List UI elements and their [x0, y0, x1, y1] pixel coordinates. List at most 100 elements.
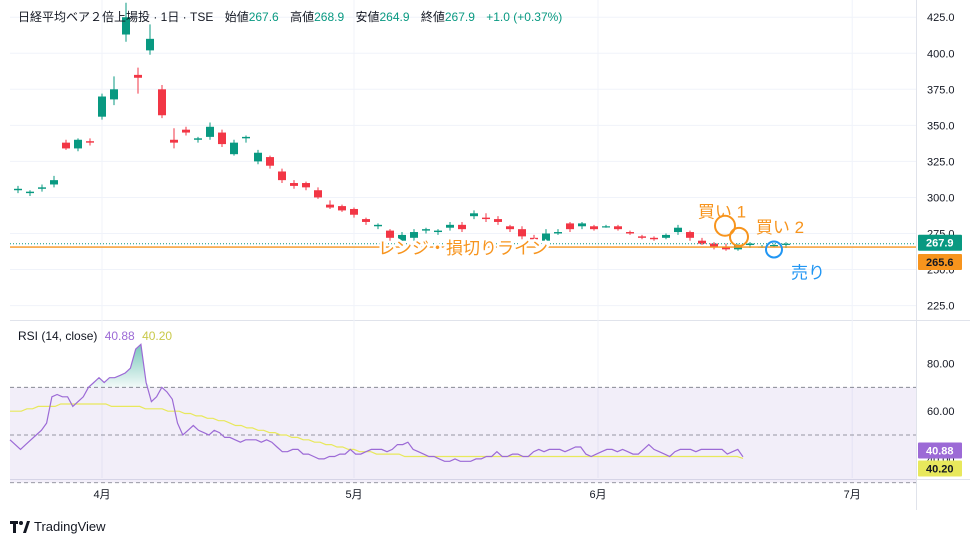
rsi-ma-value-badge-bg [918, 460, 962, 477]
rsi-overbought-fill [88, 344, 152, 388]
candle-body [218, 132, 226, 145]
candle-body [770, 245, 778, 247]
candle [38, 184, 46, 192]
candle [638, 234, 646, 240]
candle [254, 149, 262, 165]
candle-body [422, 229, 430, 231]
candle [134, 67, 142, 94]
last-price-badge-text: 267.9 [926, 238, 954, 250]
rsi-legend-value: 40.88 [104, 329, 135, 343]
candle [542, 229, 550, 243]
candle [98, 93, 106, 120]
symbol-title: 日経平均ベア２倍上場投 · 1日 · TSE [18, 10, 214, 24]
candle [434, 229, 442, 235]
annotations: レンジ・損切りライン 買い 1 買い 2 売り [376, 203, 826, 283]
candle-body [110, 89, 118, 100]
candle-body [746, 243, 754, 246]
candle [554, 229, 562, 235]
candle-body [722, 246, 730, 250]
candle [674, 224, 682, 235]
candle [482, 213, 490, 222]
candle-body [302, 183, 310, 188]
candle [662, 233, 670, 240]
candle [386, 229, 394, 241]
close-label: 終値 [420, 10, 445, 24]
candle-body [386, 230, 394, 238]
candle-body [566, 223, 574, 230]
candle [266, 155, 274, 169]
tradingview-logo[interactable]: TradingView [10, 519, 106, 534]
candle-body [602, 226, 610, 228]
low-label: 安値 [355, 10, 380, 24]
candle-body [86, 141, 94, 143]
candle-body [398, 234, 406, 241]
candle [158, 84, 166, 119]
candle-body [626, 232, 634, 234]
candle-body [266, 157, 274, 166]
low-value: 264.9 [379, 10, 410, 24]
rsi-ma-value-badge: 40.20 [918, 460, 962, 477]
open-value: 267.6 [248, 10, 279, 24]
candle [170, 128, 178, 149]
candle-body [782, 243, 790, 245]
candle-body [38, 187, 46, 189]
candle [422, 227, 430, 234]
price-tick-label: 350.0 [927, 120, 955, 132]
candle-body [578, 223, 586, 227]
candle [314, 187, 322, 199]
candle [230, 139, 238, 156]
candle [650, 236, 658, 241]
candle [698, 237, 706, 246]
candle-body [518, 229, 526, 237]
high-value: 268.9 [314, 10, 345, 24]
stoploss-price-badge-bg [918, 254, 962, 271]
candle-body [362, 219, 370, 222]
price-tick-label: 400.0 [927, 48, 955, 60]
candle-body [290, 183, 298, 186]
candle-body [62, 142, 70, 149]
candle-body [542, 233, 550, 241]
price-tick-label: 225.0 [927, 301, 955, 313]
candle-body [98, 96, 106, 117]
candle [446, 221, 454, 231]
candles [14, 2, 790, 251]
candle-body [314, 190, 322, 198]
buy2-label: 買い 2 [756, 218, 804, 237]
candle [518, 226, 526, 240]
tradingview-text: TradingView [34, 519, 106, 534]
candle-body [158, 89, 166, 116]
candle-body [590, 226, 598, 230]
candle-body [182, 129, 190, 133]
candle [278, 168, 286, 184]
candle [626, 230, 634, 235]
price-tick-label: 425.0 [927, 12, 955, 24]
candle-body [122, 17, 130, 35]
stoploss-price-badge: 265.6 [918, 254, 962, 271]
candle [302, 181, 310, 191]
buy2-marker [729, 226, 749, 247]
candle [206, 122, 214, 140]
candle-body [14, 188, 22, 191]
candle-body [698, 240, 706, 244]
rsi-ma-line [10, 403, 744, 459]
candle [74, 138, 82, 152]
candle [290, 180, 298, 189]
change-value: +1.0 (+0.37%) [486, 10, 563, 24]
rsi-value-badge-bg [918, 442, 962, 459]
candle [458, 221, 466, 233]
grid [10, 0, 970, 510]
candle-body [638, 236, 646, 238]
candle [710, 242, 718, 250]
candle-body [530, 237, 538, 240]
close-value: 267.9 [444, 10, 475, 24]
candle-body [74, 139, 82, 149]
candle [26, 190, 34, 196]
buy1-marker [714, 214, 736, 237]
rsi-value-badge-text: 40.88 [926, 446, 954, 458]
candle [506, 224, 514, 233]
rsi-value-badge: 40.88 [918, 442, 962, 459]
candle [590, 224, 598, 231]
candle-body [194, 138, 202, 140]
price-tick-label: 375.0 [927, 84, 955, 96]
candle [242, 135, 250, 143]
